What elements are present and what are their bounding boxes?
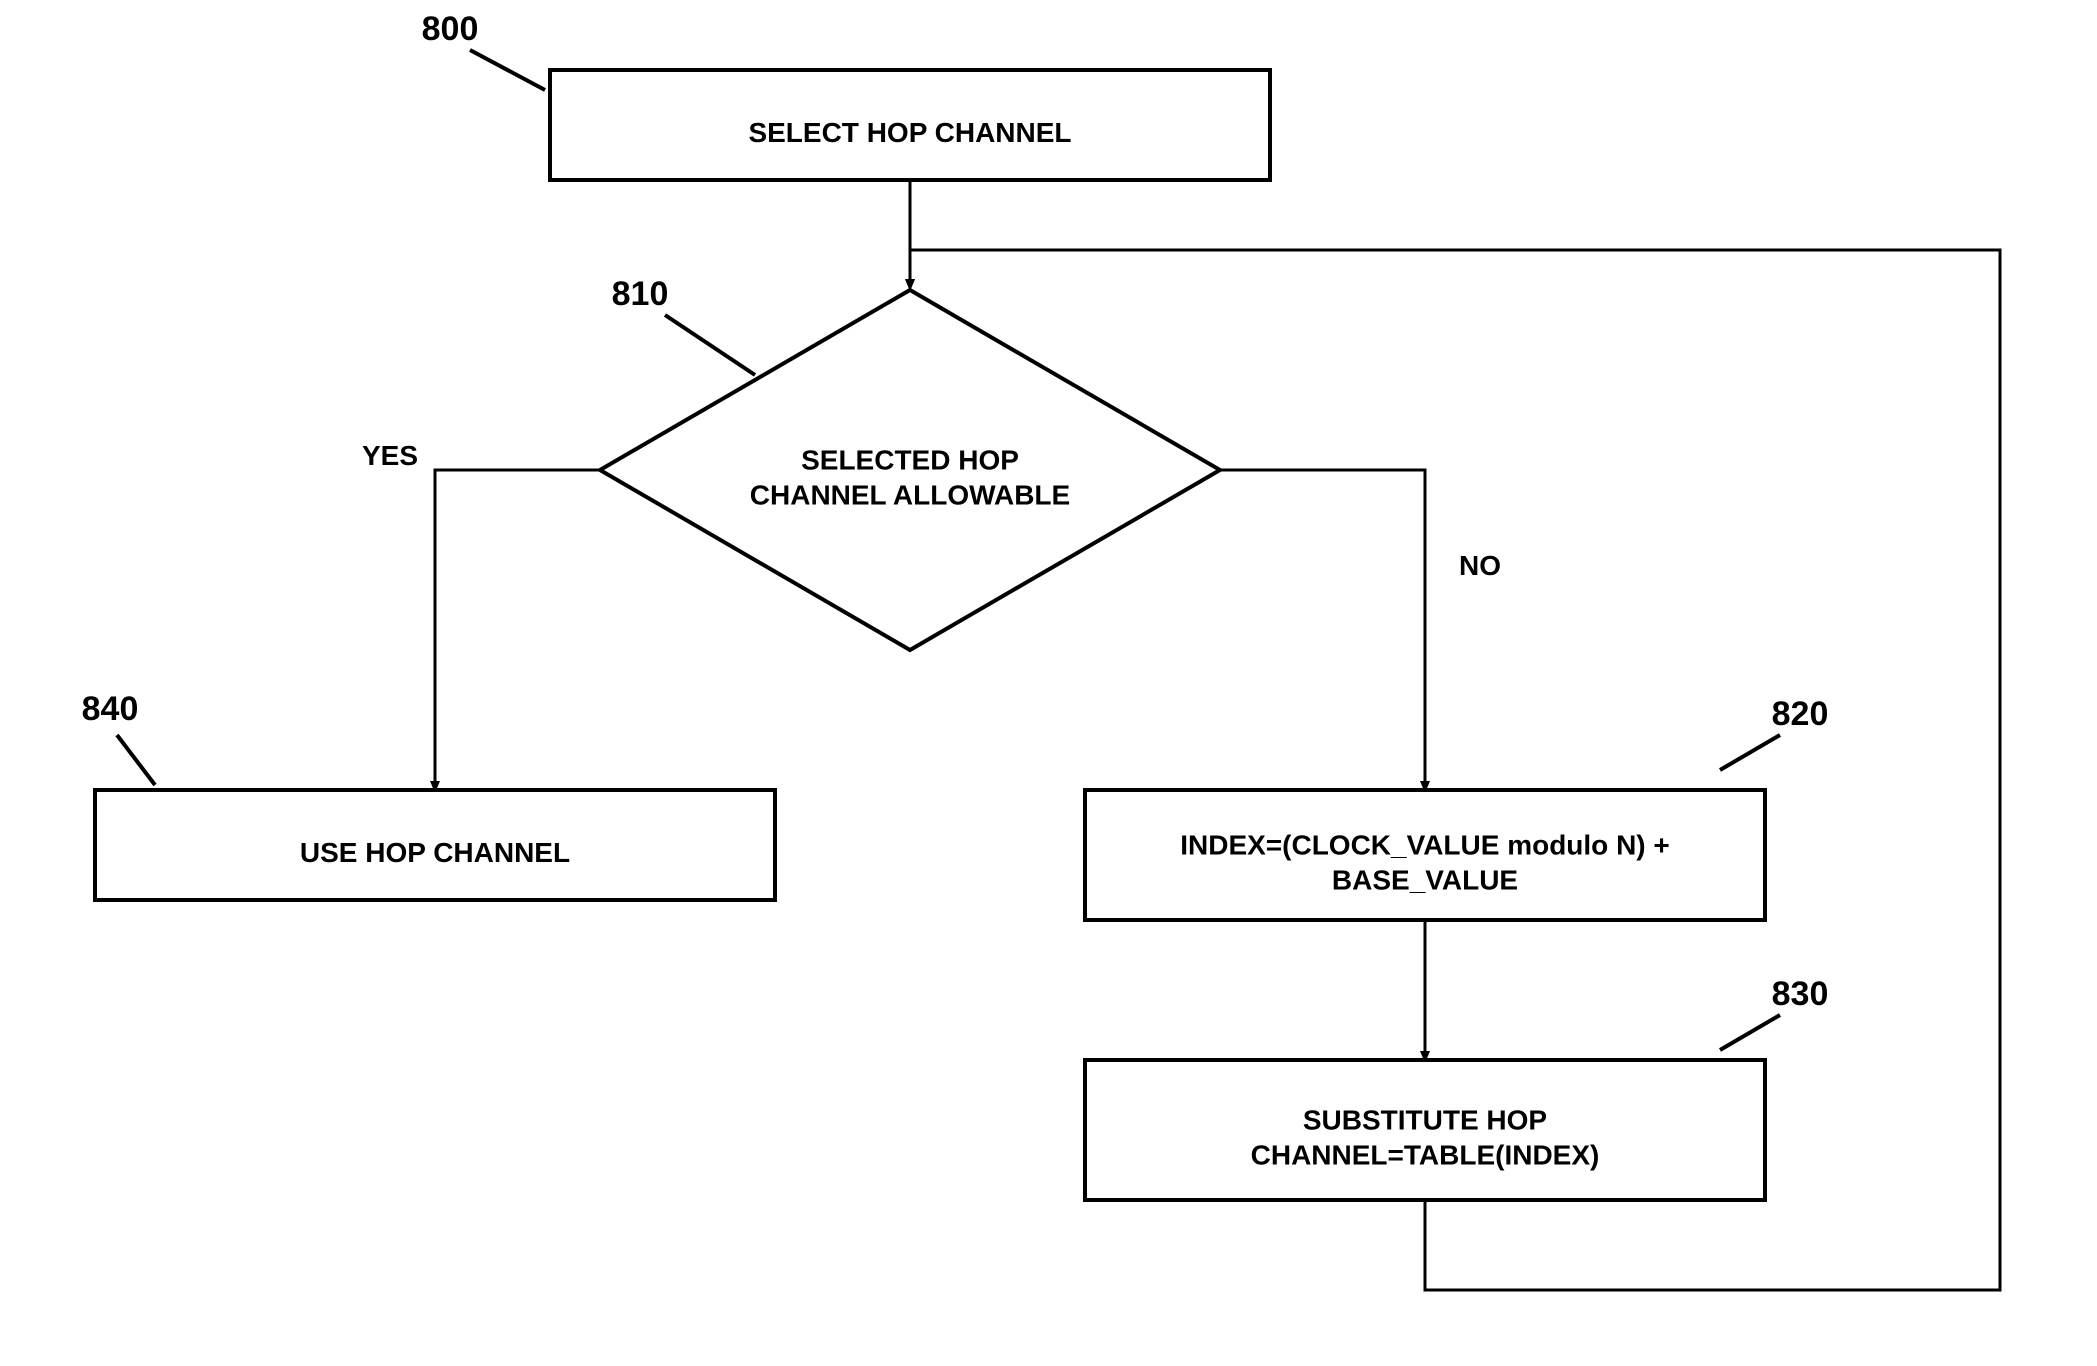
ref-label-810: 810	[612, 275, 669, 313]
edge-label-no: NO	[1459, 550, 1501, 581]
node-n830: SUBSTITUTE HOP CHANNEL=TABLE(INDEX) 830	[1085, 975, 1828, 1200]
edge-2	[1220, 470, 1425, 790]
edge-label-yes: YES	[362, 440, 418, 471]
ref-leader-830	[1720, 1015, 1780, 1050]
ref-label-820: 820	[1772, 695, 1829, 733]
node-text-n830-0: SUBSTITUTE HOP	[1303, 1105, 1547, 1136]
ref-label-800: 800	[422, 10, 479, 48]
ref-label-840: 840	[82, 690, 139, 728]
node-text-n830-1: CHANNEL=TABLE(INDEX)	[1251, 1140, 1600, 1171]
ref-label-830: 830	[1772, 975, 1829, 1013]
flowchart-diagram: YES NO SELECT HOP CHANNEL 800 SELECTED HOP CH…	[0, 0, 2097, 1366]
node-text-n800-0: SELECT HOP CHANNEL	[748, 117, 1071, 148]
ref-leader-820	[1720, 735, 1780, 770]
node-text-n810-0: SELECTED HOP	[801, 445, 1019, 476]
node-text-n820-1: BASE_VALUE	[1332, 865, 1518, 896]
node-text-n810-1: CHANNEL ALLOWABLE	[750, 480, 1070, 511]
ref-leader-840	[117, 735, 155, 785]
node-n800: SELECT HOP CHANNEL 800	[422, 10, 1270, 180]
node-n810: SELECTED HOP CHANNEL ALLOWABLE 810	[600, 275, 1220, 650]
node-text-n840-0: USE HOP CHANNEL	[300, 837, 570, 868]
node-text-n820-0: INDEX=(CLOCK_VALUE modulo N) +	[1180, 830, 1670, 861]
edge-1	[435, 470, 600, 790]
node-n840: USE HOP CHANNEL 840	[82, 690, 775, 900]
node-n820: INDEX=(CLOCK_VALUE modulo N) + BASE_VALUE…	[1085, 695, 1828, 920]
ref-leader-810	[665, 315, 755, 375]
ref-leader-800	[470, 50, 545, 90]
